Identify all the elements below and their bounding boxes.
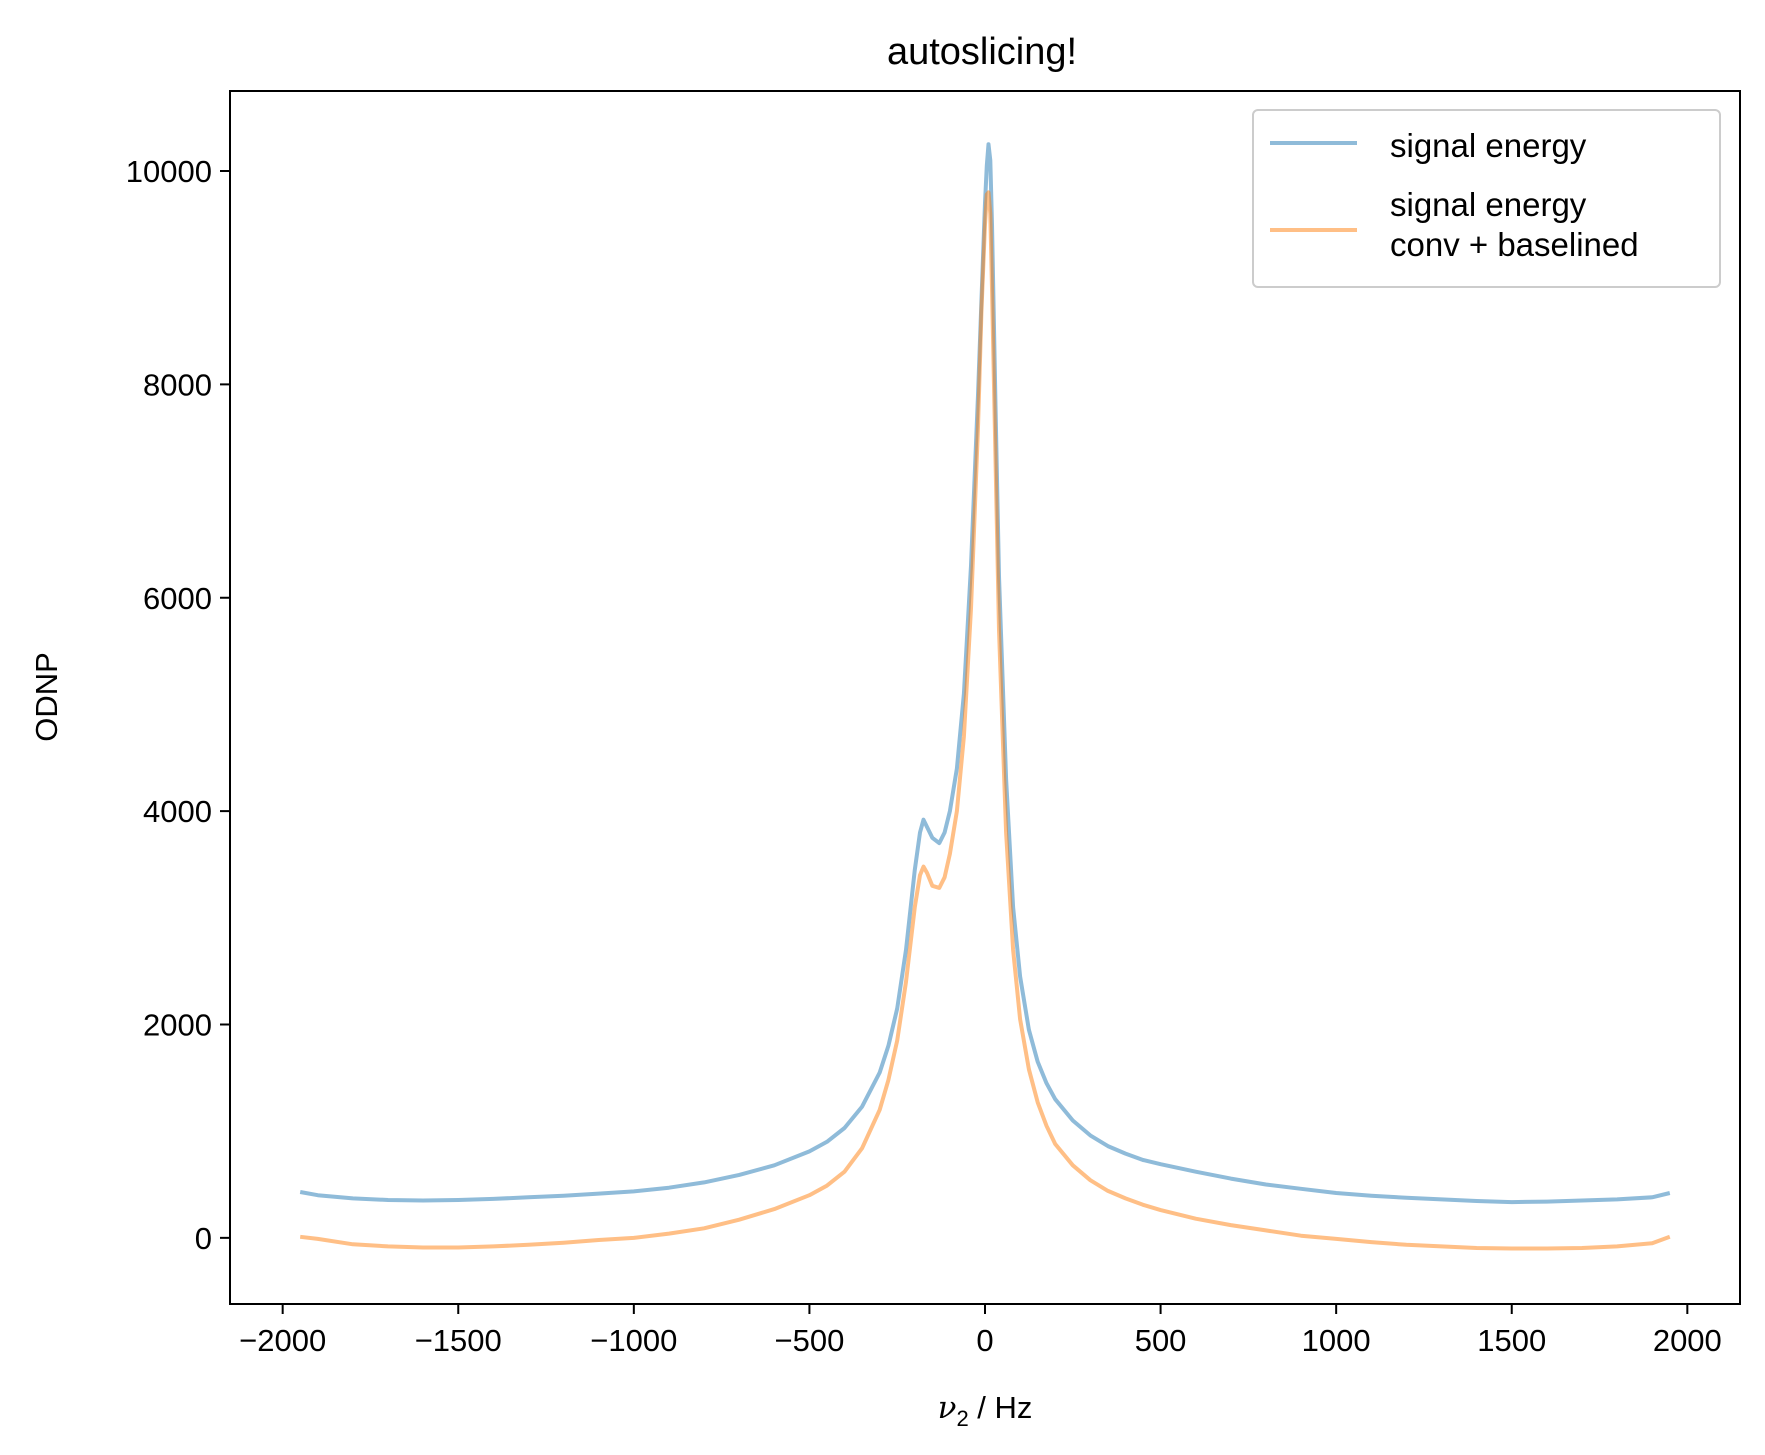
- x-tick-label: 500: [1135, 1323, 1187, 1358]
- x-tick-label: 1500: [1477, 1323, 1546, 1358]
- x-tick-label: −2000: [239, 1323, 326, 1358]
- x-axis: −2000 −1500 −1000 −500 0 500 1000 1500 2000: [239, 1304, 1722, 1358]
- x-axis-label-symbol: ν: [938, 1390, 957, 1426]
- plot-area: [299, 142, 1671, 1251]
- y-axis: 0 2000 4000 6000 8000 10000: [126, 154, 230, 1256]
- axes-frame: [229, 90, 1741, 1305]
- x-axis-label-unit: / Hz: [969, 1390, 1033, 1425]
- y-tick-label: 2000: [143, 1007, 212, 1042]
- x-tick-label: 1000: [1302, 1323, 1371, 1358]
- legend: signal energy signal energy conv + baseli…: [1252, 109, 1721, 288]
- y-tick-label: 10000: [126, 154, 212, 189]
- y-tick-label: 6000: [143, 581, 212, 616]
- y-tick-label: 0: [195, 1221, 212, 1256]
- x-tick-label: −1500: [415, 1323, 502, 1358]
- y-axis-label: ODNP: [29, 652, 64, 742]
- x-axis-label-subscript: 2: [956, 1406, 968, 1431]
- series-line-1: [299, 190, 1671, 1251]
- x-tick-label: −1000: [590, 1323, 677, 1358]
- x-tick-label: 2000: [1653, 1323, 1722, 1358]
- x-axis-label: ν2 / Hz: [938, 1390, 1033, 1431]
- legend-label-signal-energy-conv-baselined: signal energy conv + baselined: [1390, 186, 1639, 263]
- y-tick-label: 4000: [143, 794, 212, 829]
- legend-label-line: conv + baselined: [1390, 226, 1639, 263]
- x-tick-label: 0: [976, 1323, 993, 1358]
- legend-label-line: signal energy: [1390, 127, 1587, 164]
- chart-title: autoslicing!: [887, 31, 1077, 73]
- legend-box: [1252, 109, 1721, 288]
- x-tick-label: −500: [775, 1323, 845, 1358]
- y-tick-label: 8000: [143, 367, 212, 402]
- legend-label-signal-energy: signal energy: [1390, 127, 1587, 164]
- legend-label-line: signal energy: [1390, 186, 1587, 223]
